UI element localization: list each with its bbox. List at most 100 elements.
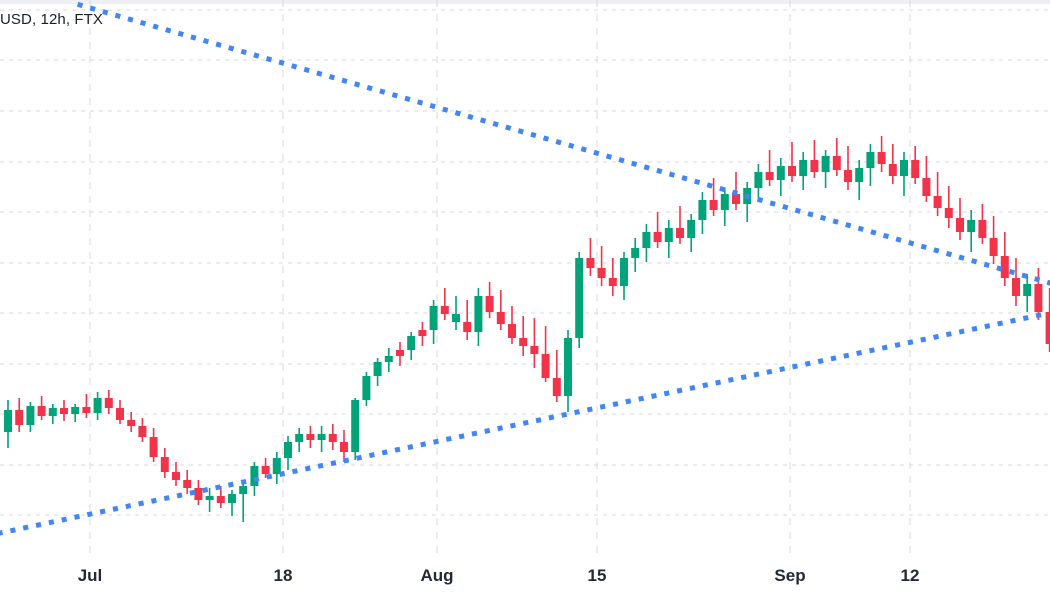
candlestick xyxy=(821,150,830,188)
candlestick xyxy=(586,238,595,276)
candlestick xyxy=(127,412,136,432)
candlestick xyxy=(272,452,281,484)
candlestick xyxy=(933,172,942,216)
candlestick xyxy=(116,400,124,424)
candlestick xyxy=(373,358,382,386)
candlestick xyxy=(844,146,852,190)
candlestick xyxy=(552,350,561,402)
candlestick xyxy=(743,182,752,222)
candlestick xyxy=(485,282,494,318)
candlestick xyxy=(104,390,113,414)
candlestick xyxy=(37,396,46,420)
candlestick xyxy=(317,426,326,452)
candlestick xyxy=(452,296,460,330)
candlestick xyxy=(60,400,68,421)
candlestick xyxy=(900,152,908,196)
candlestick xyxy=(440,288,449,320)
trendlines-layer xyxy=(0,1,1050,536)
candlestick xyxy=(631,238,640,272)
candlestick xyxy=(855,160,864,200)
candlestick xyxy=(172,462,180,486)
candlestick xyxy=(239,480,248,522)
candlestick xyxy=(687,214,696,252)
candlestick xyxy=(788,142,796,182)
gridlines-layer xyxy=(0,0,1050,558)
candlestick xyxy=(82,394,91,418)
candlestick xyxy=(160,448,169,478)
candlestick xyxy=(71,404,80,422)
candlestick xyxy=(944,186,953,228)
candlestick xyxy=(1000,232,1009,286)
candlestick xyxy=(508,306,516,344)
candlestick xyxy=(877,136,886,172)
upper-resistance-trendline[interactable] xyxy=(76,1,1050,286)
candlestick xyxy=(888,144,897,184)
candlestick xyxy=(228,490,236,516)
candlestick xyxy=(608,258,617,296)
candlestick xyxy=(564,330,572,412)
candlestick xyxy=(340,430,348,462)
candlestick xyxy=(183,470,192,494)
candlestick xyxy=(698,192,707,234)
candlestick xyxy=(754,164,763,202)
candlestick xyxy=(295,428,304,452)
candlestick xyxy=(799,152,808,190)
candlestick xyxy=(261,458,270,478)
candlestick xyxy=(1045,288,1050,352)
candlestick xyxy=(575,252,584,348)
candlestick xyxy=(396,342,404,366)
candlestick xyxy=(832,138,841,176)
candlestick xyxy=(709,178,718,216)
candlestick xyxy=(922,156,931,202)
candlestick xyxy=(26,402,35,432)
candlestick xyxy=(138,418,147,442)
candlestick xyxy=(194,480,203,505)
candlestick xyxy=(362,372,371,406)
candlestick xyxy=(978,204,987,244)
candlestick xyxy=(496,290,505,330)
candlestick xyxy=(328,424,337,450)
candlestick xyxy=(384,348,393,372)
candlestick xyxy=(4,400,12,448)
candlestick xyxy=(911,146,920,184)
candlestick xyxy=(93,392,102,420)
candlestick xyxy=(418,322,427,346)
candlestick xyxy=(15,398,24,432)
candlestick xyxy=(351,398,360,460)
candlestick xyxy=(642,224,651,262)
candlestick xyxy=(463,300,472,340)
candlestick xyxy=(653,212,662,248)
lower-support-trendline[interactable] xyxy=(0,310,1050,536)
candlestick xyxy=(530,318,539,368)
candlestick xyxy=(284,436,292,470)
candlestick xyxy=(810,140,819,178)
candlestick xyxy=(149,428,158,462)
candlestick xyxy=(956,198,964,240)
candlestick xyxy=(1023,274,1032,312)
candlestick xyxy=(205,488,214,512)
candlestick xyxy=(1034,268,1043,320)
candlestick xyxy=(216,486,225,508)
candlestick xyxy=(967,210,976,252)
candlestick xyxy=(765,150,774,186)
candlestick xyxy=(866,144,875,186)
candlestick xyxy=(407,332,416,360)
candlestick xyxy=(676,206,684,244)
candles-layer xyxy=(4,136,1050,522)
candlestick xyxy=(620,252,628,300)
candlestick xyxy=(429,300,438,344)
candlestick xyxy=(989,216,998,264)
candlestick xyxy=(541,326,550,382)
candlestick xyxy=(664,220,673,258)
candlestick xyxy=(474,288,483,346)
candlestick xyxy=(776,158,785,196)
candlestick xyxy=(1012,258,1020,306)
chart-legend-symbol: USD, 12h, FTX xyxy=(0,11,103,28)
candlestick xyxy=(519,316,528,356)
candlestick xyxy=(48,404,57,424)
candlestick xyxy=(306,426,315,448)
candlestick xyxy=(720,188,729,226)
candlestick xyxy=(597,246,606,286)
